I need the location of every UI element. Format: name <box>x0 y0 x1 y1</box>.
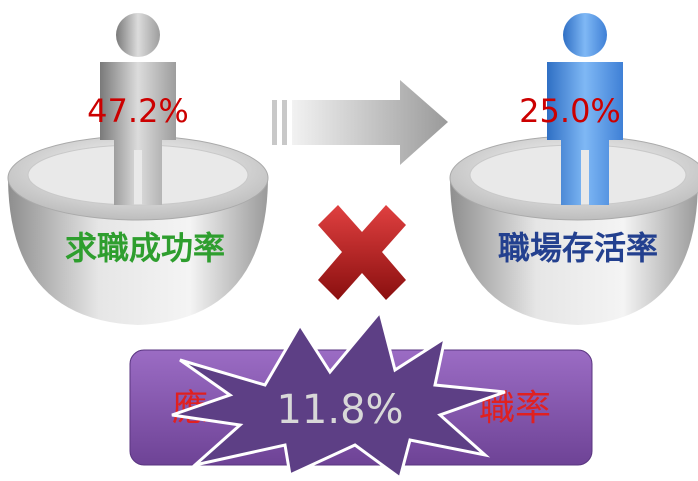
right-percent: 25.0% <box>519 92 621 130</box>
right-pedestal <box>450 13 698 325</box>
infographic: 47.2% 25.0% 求職成功率 職場存活率 應 職率 11.8% <box>0 0 698 481</box>
left-pedestal <box>8 13 268 325</box>
cross-icon <box>318 205 406 300</box>
banner-percent: 11.8% <box>276 387 403 433</box>
left-label: 求職成功率 <box>65 229 225 267</box>
right-label: 職場存活率 <box>498 229 658 267</box>
arrow <box>272 80 448 165</box>
left-percent: 47.2% <box>87 92 189 130</box>
